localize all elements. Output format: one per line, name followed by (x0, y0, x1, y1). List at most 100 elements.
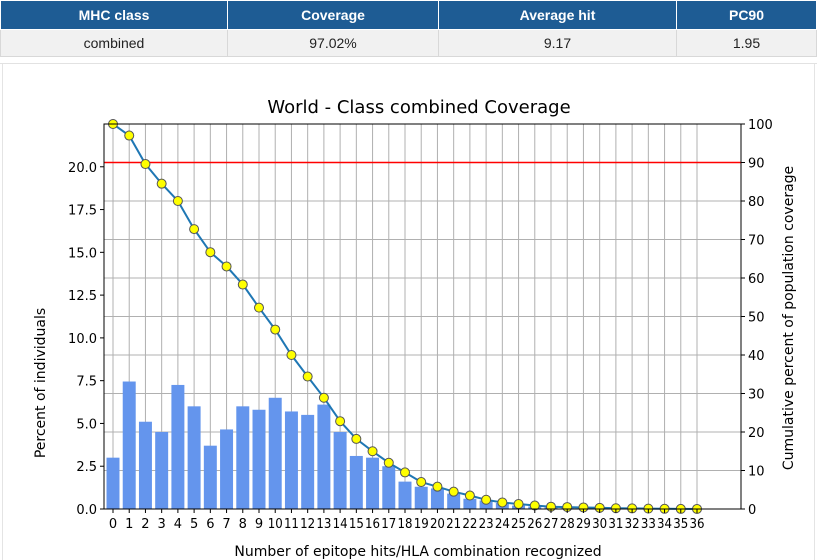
bar (155, 432, 169, 509)
cumulative-series (108, 119, 702, 514)
cumulative-point (205, 247, 216, 258)
cumulative-point (286, 350, 297, 360)
chart-title: World - Class combined Coverage (267, 97, 570, 118)
x-tick-label: 1 (125, 517, 133, 532)
bar (463, 498, 477, 509)
summary-data-row: combined 97.02% 9.17 1.95 (0, 29, 817, 57)
x-tick-label: 26 (527, 517, 542, 532)
y2-tick-label: 40 (748, 349, 765, 364)
cumulative-point (254, 302, 264, 313)
bar (349, 455, 363, 509)
x-tick-label: 0 (109, 517, 117, 532)
x-tick-label: 27 (544, 517, 559, 532)
y-tick-label: 15.0 (68, 246, 97, 261)
bar (333, 432, 347, 509)
y2-tick-label: 80 (748, 195, 765, 210)
x-tick-label: 2 (141, 517, 149, 532)
x-tick-label: 33 (641, 517, 656, 532)
bar (301, 414, 315, 509)
y2-tick-label: 100 (748, 118, 773, 133)
y-tick-label: 12.5 (68, 289, 97, 304)
cell-coverage: 97.02% (227, 29, 439, 57)
x-tick-label: 24 (495, 517, 510, 532)
y-tick-label: 2.5 (76, 460, 97, 475)
panel-edge-right (814, 64, 815, 560)
cumulative-point (497, 497, 508, 508)
cumulative-point (335, 416, 346, 427)
bar (203, 445, 217, 509)
cumulative-point (351, 433, 362, 444)
y2-tick-label: 60 (748, 272, 765, 287)
cumulative-point (140, 159, 151, 170)
x-tick-label: 5 (190, 517, 198, 532)
header-coverage: Coverage (227, 0, 439, 30)
x-tick-label: 18 (398, 517, 413, 532)
cumulative-point (367, 446, 378, 457)
cumulative-point (189, 224, 200, 235)
cell-pc90: 1.95 (676, 29, 817, 57)
x-tick-label: 32 (625, 517, 640, 532)
y-tick-label: 20.0 (68, 161, 97, 176)
cumulative-point (464, 490, 475, 501)
x-tick-label: 25 (511, 517, 526, 532)
cumulative-point (302, 371, 313, 382)
cumulative-point (124, 130, 135, 141)
cumulative-point (481, 494, 492, 505)
cumulative-point (432, 481, 443, 492)
axes: 0.02.55.07.510.012.515.017.520.001020304… (68, 118, 773, 532)
cumulative-point (416, 477, 427, 488)
x-tick-label: 6 (206, 517, 214, 532)
bar (317, 404, 331, 509)
x-tick-label: 16 (365, 517, 380, 532)
bar (187, 406, 201, 509)
cumulative-point (156, 178, 167, 189)
y2-tick-label: 30 (748, 388, 765, 403)
y-tick-label: 10.0 (68, 332, 97, 347)
cumulative-point (513, 498, 524, 509)
y-tick-label: 0.0 (76, 503, 97, 518)
x-tick-label: 35 (673, 517, 688, 532)
cumulative-point (383, 457, 394, 468)
x-tick-label: 4 (174, 517, 182, 532)
bar (171, 384, 185, 509)
y-tick-label: 17.5 (68, 204, 97, 219)
bar (220, 429, 234, 509)
cumulative-point (448, 486, 459, 497)
bar (382, 466, 396, 509)
x-tick-label: 22 (462, 517, 477, 532)
header-pc90: PC90 (676, 0, 817, 30)
x-tick-label: 29 (576, 517, 591, 532)
y2-tick-label: 0 (748, 503, 756, 518)
summary-table: MHC class Coverage Average hit PC90 comb… (0, 0, 817, 57)
x-tick-label: 8 (239, 517, 247, 532)
y-tick-label: 5.0 (76, 417, 97, 432)
x-tick-label: 11 (284, 517, 299, 532)
cell-average-hit: 9.17 (438, 29, 677, 57)
bar-series (106, 381, 639, 509)
x-tick-label: 36 (690, 517, 705, 532)
cumulative-point (270, 324, 281, 335)
cumulative-point (400, 467, 410, 478)
bar (430, 488, 444, 509)
bar (122, 381, 136, 509)
x-tick-label: 13 (316, 517, 331, 532)
x-tick-label: 19 (414, 517, 429, 532)
x-tick-label: 3 (158, 517, 166, 532)
bar (106, 457, 120, 509)
table-divider (0, 63, 817, 64)
bar (366, 457, 380, 509)
cumulative-point (318, 392, 329, 403)
x-tick-label: 20 (430, 517, 445, 532)
cumulative-point (237, 279, 248, 290)
cell-mhc-class: combined (0, 29, 228, 57)
header-average-hit: Average hit (438, 0, 677, 30)
x-tick-label: 34 (657, 517, 672, 532)
x-tick-label: 7 (222, 517, 230, 532)
bar (268, 397, 282, 509)
x-tick-label: 15 (349, 517, 364, 532)
y2-axis-label: Cumulative percent of population coverag… (781, 166, 797, 470)
cumulative-point (172, 196, 183, 206)
header-mhc-class: MHC class (0, 0, 228, 30)
x-tick-label: 23 (479, 517, 494, 532)
y2-tick-label: 20 (748, 426, 765, 441)
